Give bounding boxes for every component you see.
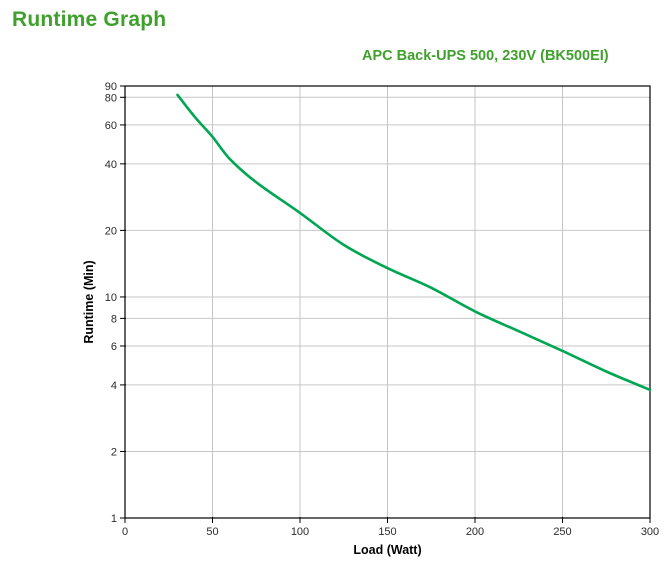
x-axis-tick-label: 0 — [122, 526, 128, 538]
y-axis-tick-label: 20 — [105, 225, 117, 237]
x-axis-title: Load (Watt) — [353, 543, 421, 557]
x-axis-tick-label: 150 — [378, 526, 396, 538]
x-axis-tick-label: 250 — [553, 526, 571, 538]
x-axis-tick-label: 200 — [466, 526, 484, 538]
x-axis-tick-label: 100 — [291, 526, 309, 538]
y-axis-tick-label: 8 — [111, 313, 117, 325]
y-axis-tick-label: 80 — [105, 92, 117, 104]
y-axis-title: Runtime (Min) — [82, 260, 96, 343]
y-axis-tick-label: 60 — [105, 120, 117, 132]
runtime-curve — [176, 93, 652, 392]
y-axis-tick-label: 1 — [111, 513, 117, 525]
y-axis-tick-label: 6 — [111, 341, 117, 353]
y-axis-tick-label: 40 — [105, 159, 117, 171]
x-axis-tick-label: 300 — [641, 526, 659, 538]
page-title: Runtime Graph — [12, 8, 167, 31]
y-axis-tick-label: 10 — [105, 292, 117, 304]
y-axis-tick-label: 4 — [111, 380, 117, 392]
y-axis-tick-label: 2 — [111, 446, 117, 458]
x-axis-tick-label: 50 — [206, 526, 218, 538]
chart-subtitle: APC Back-UPS 500, 230V (BK500EI) — [362, 48, 609, 64]
y-axis-tick-label: 90 — [105, 81, 117, 93]
